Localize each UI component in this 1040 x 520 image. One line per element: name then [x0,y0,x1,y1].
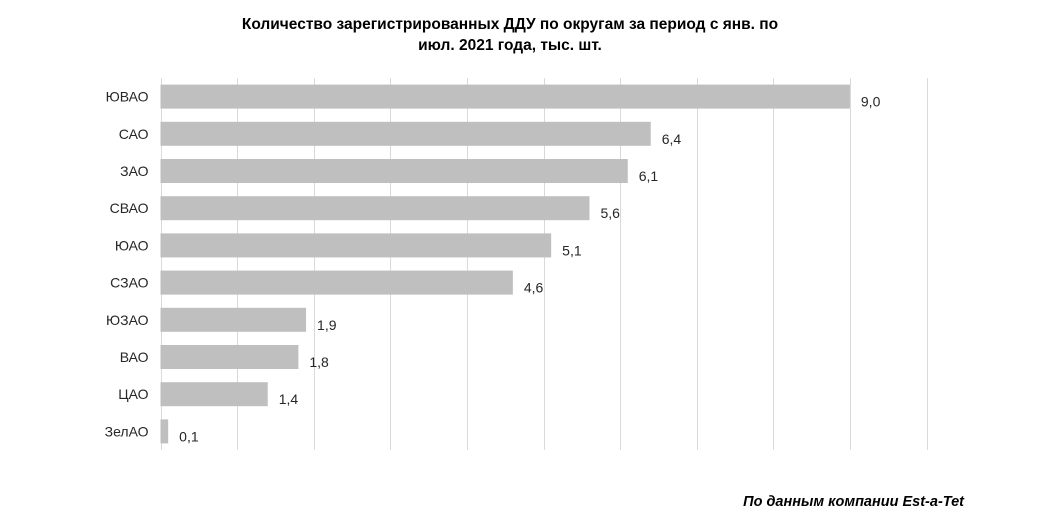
bar-СЗАО [160,270,513,295]
chart-title-line-2: июл. 2021 года, тыс. шт. [418,37,602,54]
source-note: По данным компании Est-a-Tet [743,494,964,510]
value-label: 4,6 [524,280,544,296]
bar-ЗАО [160,159,628,183]
value-label: 5,1 [562,242,582,258]
value-label: 1,4 [279,391,299,407]
value-label: 1,8 [309,354,329,370]
category-label: ЦАО [118,386,148,402]
category-label: ВАО [120,349,149,365]
category-label: ЮАО [115,237,149,253]
category-label: ЗелАО [105,423,149,439]
category-labels: ЮВАО САО ЗАО СВАО ЮАО СЗАО ЮЗАО ВАО ЦАО ЗелАО [105,89,149,440]
category-label: ЮЗАО [106,312,149,328]
bar-ВАО [160,345,299,369]
value-label: 5,6 [600,205,620,221]
chart-title-line-1: Количество зарегистрированных ДДУ по окр… [241,16,779,33]
category-label: СВАО [110,200,149,216]
value-label: 6,4 [662,131,682,147]
bar-ЮЗАО [160,307,307,332]
category-label: САО [119,126,149,142]
bars [160,84,850,444]
category-label: СЗАО [110,275,148,291]
value-label: 1,9 [317,317,337,333]
bar-ЮВАО [160,84,850,109]
category-label: ЮВАО [106,89,149,105]
bar-ЗелАО [160,419,169,444]
chart-title: Количество зарегистрированных ДДУ по окр… [160,14,860,56]
bar-ЮАО [160,233,552,258]
bar-СВАО [160,196,590,221]
bar-ЦАО [160,382,268,407]
category-label: ЗАО [120,163,148,179]
value-labels: 9,0 6,4 6,1 5,6 5,1 4,6 1,9 1,8 1,4 0,1 [179,94,880,445]
value-label: 0,1 [179,428,199,444]
bar-САО [160,121,651,146]
value-label: 9,0 [861,94,881,110]
value-label: 6,1 [639,168,659,184]
